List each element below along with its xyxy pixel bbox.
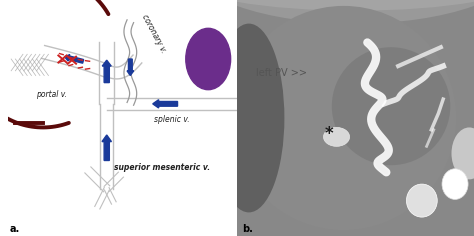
Text: splenic v.: splenic v. <box>154 114 190 123</box>
Polygon shape <box>107 98 239 110</box>
Text: portal v.: portal v. <box>36 90 67 99</box>
Ellipse shape <box>231 6 456 230</box>
Ellipse shape <box>190 0 474 11</box>
Ellipse shape <box>186 28 231 90</box>
FancyArrow shape <box>64 55 83 63</box>
Ellipse shape <box>451 127 474 179</box>
FancyArrow shape <box>127 59 134 76</box>
Text: b.: b. <box>242 224 253 234</box>
Polygon shape <box>104 188 116 204</box>
Polygon shape <box>124 20 137 105</box>
Text: a.: a. <box>10 224 20 234</box>
FancyArrow shape <box>102 135 111 160</box>
Polygon shape <box>100 104 113 189</box>
Text: superior mesenteric v.: superior mesenteric v. <box>114 163 210 172</box>
Text: *: * <box>325 125 333 143</box>
Polygon shape <box>105 55 142 79</box>
Polygon shape <box>104 172 123 191</box>
Text: left PV >>: left PV >> <box>256 67 307 77</box>
Text: coronary v.: coronary v. <box>140 12 168 54</box>
FancyArrow shape <box>102 60 111 83</box>
Polygon shape <box>99 42 114 104</box>
Ellipse shape <box>406 184 437 217</box>
Polygon shape <box>41 46 109 77</box>
Polygon shape <box>85 167 110 192</box>
Ellipse shape <box>213 24 284 212</box>
Ellipse shape <box>442 169 468 199</box>
Ellipse shape <box>190 0 474 24</box>
Ellipse shape <box>323 127 350 146</box>
Polygon shape <box>95 188 109 209</box>
FancyArrow shape <box>153 100 178 108</box>
Ellipse shape <box>332 47 450 165</box>
